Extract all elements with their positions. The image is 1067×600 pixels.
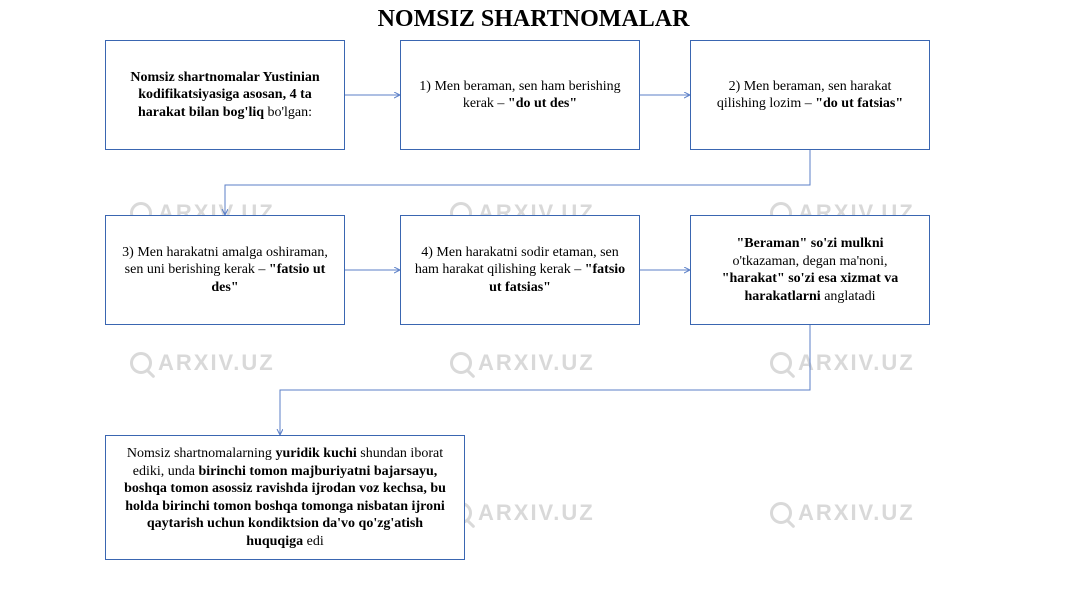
watermark: ARXIV.UZ <box>450 500 595 526</box>
watermark-text: ARXIV.UZ <box>478 500 595 526</box>
magnifier-icon <box>450 352 472 374</box>
watermark-text: ARXIV.UZ <box>798 350 915 376</box>
box-intro-text: Nomsiz shartnomalar Yustinian kodifikats… <box>118 69 332 122</box>
box-3: 3) Men harakatni amalga oshiraman, sen u… <box>105 215 345 325</box>
box-6-text: Nomsiz shartnomalarning yuridik kuchi sh… <box>118 445 452 550</box>
box-5: "Beraman" so'zi mulkni o'tkazaman, degan… <box>690 215 930 325</box>
box-6: Nomsiz shartnomalarning yuridik kuchi sh… <box>105 435 465 560</box>
box-5-text: "Beraman" so'zi mulkni o'tkazaman, degan… <box>703 235 917 305</box>
magnifier-icon <box>770 352 792 374</box>
box-1: 1) Men beraman, sen ham berishing kerak … <box>400 40 640 150</box>
watermark-text: ARXIV.UZ <box>798 500 915 526</box>
box-1-text: 1) Men beraman, sen ham berishing kerak … <box>413 78 627 113</box>
magnifier-icon <box>130 352 152 374</box>
watermark: ARXIV.UZ <box>130 350 275 376</box>
box-2-text: 2) Men beraman, sen harakat qilishing lo… <box>703 78 917 113</box>
box-3-text: 3) Men harakatni amalga oshiraman, sen u… <box>118 244 332 297</box>
watermark: ARXIV.UZ <box>770 500 915 526</box>
box-4: 4) Men harakatni sodir etaman, sen ham h… <box>400 215 640 325</box>
watermark-text: ARXIV.UZ <box>478 350 595 376</box>
box-4-text: 4) Men harakatni sodir etaman, sen ham h… <box>413 244 627 297</box>
magnifier-icon <box>770 502 792 524</box>
connector-arrow <box>225 150 810 215</box>
box-2: 2) Men beraman, sen harakat qilishing lo… <box>690 40 930 150</box>
box-intro: Nomsiz shartnomalar Yustinian kodifikats… <box>105 40 345 150</box>
title-text: NOMSIZ SHARTNOMALAR <box>378 6 690 32</box>
page-title: NOMSIZ SHARTNOMALAR <box>0 6 1067 33</box>
watermark: ARXIV.UZ <box>770 350 915 376</box>
watermark: ARXIV.UZ <box>450 350 595 376</box>
connector-arrow <box>280 325 810 435</box>
watermark-text: ARXIV.UZ <box>158 350 275 376</box>
